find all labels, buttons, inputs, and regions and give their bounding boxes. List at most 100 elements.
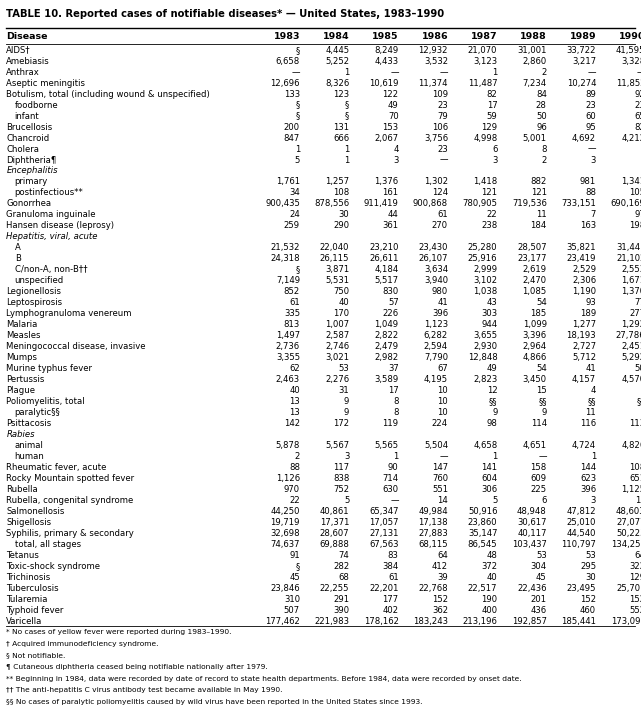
Text: 86,545: 86,545	[468, 540, 497, 549]
Text: 7: 7	[591, 210, 596, 220]
Text: 14: 14	[437, 496, 448, 505]
Text: C/non-A, non-B††: C/non-A, non-B††	[15, 265, 87, 274]
Text: §§: §§	[538, 397, 547, 406]
Text: 3,355: 3,355	[276, 353, 300, 362]
Text: 847: 847	[284, 133, 300, 143]
Text: Brucellosis: Brucellosis	[6, 123, 53, 131]
Text: 6: 6	[492, 144, 497, 154]
Text: 3: 3	[591, 156, 596, 165]
Text: 114: 114	[531, 419, 547, 428]
Text: §: §	[296, 101, 300, 109]
Text: 2,930: 2,930	[473, 342, 497, 351]
Text: 1,099: 1,099	[522, 320, 547, 329]
Text: Encephalitis: Encephalitis	[6, 167, 58, 175]
Text: —: —	[390, 67, 399, 77]
Text: 79: 79	[437, 112, 448, 120]
Text: 82: 82	[635, 123, 641, 131]
Text: 944: 944	[481, 320, 497, 329]
Text: 25,010: 25,010	[567, 518, 596, 527]
Text: 604: 604	[481, 474, 497, 483]
Text: §§: §§	[489, 397, 497, 406]
Text: 17,371: 17,371	[320, 518, 349, 527]
Text: 5: 5	[344, 496, 349, 505]
Text: 142: 142	[284, 419, 300, 428]
Text: Hepatitis, viral, acute: Hepatitis, viral, acute	[6, 233, 98, 241]
Text: 53: 53	[536, 551, 547, 560]
Text: 390: 390	[333, 606, 349, 615]
Text: 11: 11	[635, 496, 641, 505]
Text: 27,131: 27,131	[369, 529, 399, 538]
Text: 200: 200	[284, 123, 300, 131]
Text: 129: 129	[481, 123, 497, 131]
Text: total, all stages: total, all stages	[15, 540, 81, 549]
Text: 1,125: 1,125	[621, 485, 641, 494]
Text: 4,157: 4,157	[572, 376, 596, 384]
Text: §: §	[345, 101, 349, 109]
Text: 184: 184	[531, 221, 547, 231]
Text: Aseptic meningitis: Aseptic meningitis	[6, 78, 85, 88]
Text: 24: 24	[289, 210, 300, 220]
Text: 35,147: 35,147	[468, 529, 497, 538]
Text: 752: 752	[333, 485, 349, 494]
Text: 1: 1	[640, 452, 641, 461]
Text: 1,038: 1,038	[473, 287, 497, 297]
Text: 22,040: 22,040	[320, 244, 349, 252]
Text: 98: 98	[487, 419, 497, 428]
Text: Murine typhus fever: Murine typhus fever	[6, 364, 92, 373]
Text: 161: 161	[383, 188, 399, 197]
Text: 40: 40	[487, 573, 497, 582]
Text: 152: 152	[629, 594, 641, 604]
Text: 64: 64	[635, 551, 641, 560]
Text: Poliomyelitis, total: Poliomyelitis, total	[6, 397, 85, 406]
Text: —: —	[538, 452, 547, 461]
Text: 61: 61	[289, 298, 300, 307]
Text: Rheumatic fever, acute: Rheumatic fever, acute	[6, 463, 107, 472]
Text: 760: 760	[432, 474, 448, 483]
Text: 1983: 1983	[274, 32, 300, 41]
Text: 41: 41	[585, 364, 596, 373]
Text: 88: 88	[289, 463, 300, 472]
Text: 144: 144	[580, 463, 596, 472]
Text: 5,504: 5,504	[424, 441, 448, 450]
Text: 780,905: 780,905	[462, 199, 497, 209]
Text: 17: 17	[388, 386, 399, 395]
Text: 8: 8	[393, 397, 399, 406]
Text: 65: 65	[635, 112, 641, 120]
Text: 882: 882	[530, 178, 547, 186]
Text: 34: 34	[289, 188, 300, 197]
Text: Plague: Plague	[6, 386, 35, 395]
Text: 4,212: 4,212	[621, 133, 641, 143]
Text: 1,302: 1,302	[424, 178, 448, 186]
Text: 48,603: 48,603	[616, 507, 641, 516]
Text: 11: 11	[585, 408, 596, 417]
Text: 93: 93	[585, 298, 596, 307]
Text: 1: 1	[394, 452, 399, 461]
Text: 25,916: 25,916	[468, 254, 497, 263]
Text: 116: 116	[580, 419, 596, 428]
Text: 4,866: 4,866	[522, 353, 547, 362]
Text: 5,712: 5,712	[572, 353, 596, 362]
Text: 18,193: 18,193	[567, 331, 596, 340]
Text: 1,190: 1,190	[572, 287, 596, 297]
Text: 3,871: 3,871	[325, 265, 349, 274]
Text: TABLE 10. Reported cases of notifiable diseases* — United States, 1983–1990: TABLE 10. Reported cases of notifiable d…	[6, 9, 445, 19]
Text: 31: 31	[338, 386, 349, 395]
Text: 133: 133	[284, 90, 300, 99]
Text: Rabies: Rabies	[6, 430, 35, 439]
Text: Lymphogranuloma venereum: Lymphogranuloma venereum	[6, 310, 132, 318]
Text: 259: 259	[284, 221, 300, 231]
Text: 714: 714	[383, 474, 399, 483]
Text: 152: 152	[580, 594, 596, 604]
Text: 4,658: 4,658	[473, 441, 497, 450]
Text: 4,724: 4,724	[572, 441, 596, 450]
Text: Leptospirosis: Leptospirosis	[6, 298, 63, 307]
Text: 23: 23	[585, 101, 596, 109]
Text: 27,077: 27,077	[616, 518, 641, 527]
Text: 117: 117	[333, 463, 349, 472]
Text: 3,532: 3,532	[424, 57, 448, 66]
Text: 1,292: 1,292	[621, 320, 641, 329]
Text: —: —	[292, 67, 300, 77]
Text: 5,517: 5,517	[374, 276, 399, 286]
Text: 3,589: 3,589	[374, 376, 399, 384]
Text: 3,396: 3,396	[522, 331, 547, 340]
